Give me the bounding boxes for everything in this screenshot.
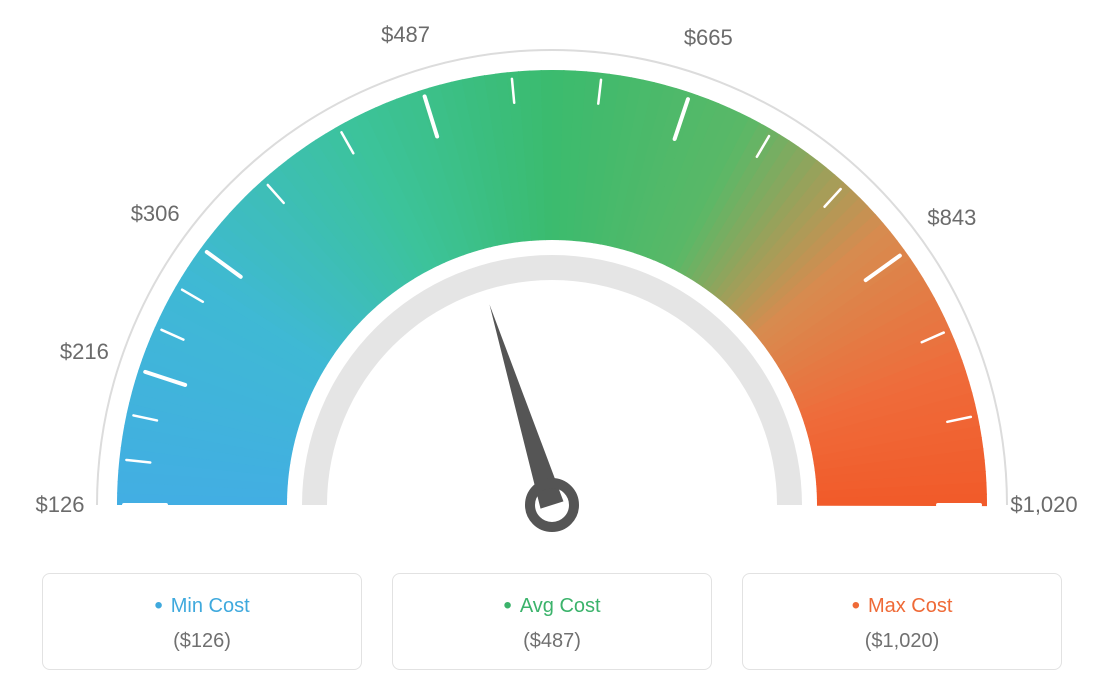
legend-card: Min Cost ($126) bbox=[42, 573, 362, 670]
gauge-tick-label: $216 bbox=[60, 339, 109, 365]
legend-card: Max Cost ($1,020) bbox=[742, 573, 1062, 670]
gauge-svg bbox=[0, 0, 1104, 560]
gauge-tick-label: $306 bbox=[131, 201, 180, 227]
legend-card: Avg Cost ($487) bbox=[392, 573, 712, 670]
legend-title: Max Cost bbox=[753, 592, 1051, 620]
legend-row: Min Cost ($126) Avg Cost ($487) Max Cost ($1,… bbox=[0, 573, 1104, 670]
gauge-tick-label: $126 bbox=[36, 492, 85, 518]
legend-title: Avg Cost bbox=[403, 592, 701, 620]
gauge-tick-label: $487 bbox=[381, 22, 430, 48]
legend-value: ($126) bbox=[53, 630, 351, 653]
gauge-needle bbox=[489, 305, 563, 509]
legend-value: ($487) bbox=[403, 630, 701, 653]
cost-gauge-chart: $126 $216 $306 $487 $665 $843 $1,020 bbox=[0, 0, 1104, 560]
gauge-tick-label: $843 bbox=[927, 205, 976, 231]
gauge-tick-label: $1,020 bbox=[1010, 492, 1077, 518]
legend-title: Min Cost bbox=[53, 592, 351, 620]
gauge-tick-label: $665 bbox=[684, 25, 733, 51]
gauge-color-arc bbox=[117, 70, 987, 506]
legend-value: ($1,020) bbox=[753, 630, 1051, 653]
